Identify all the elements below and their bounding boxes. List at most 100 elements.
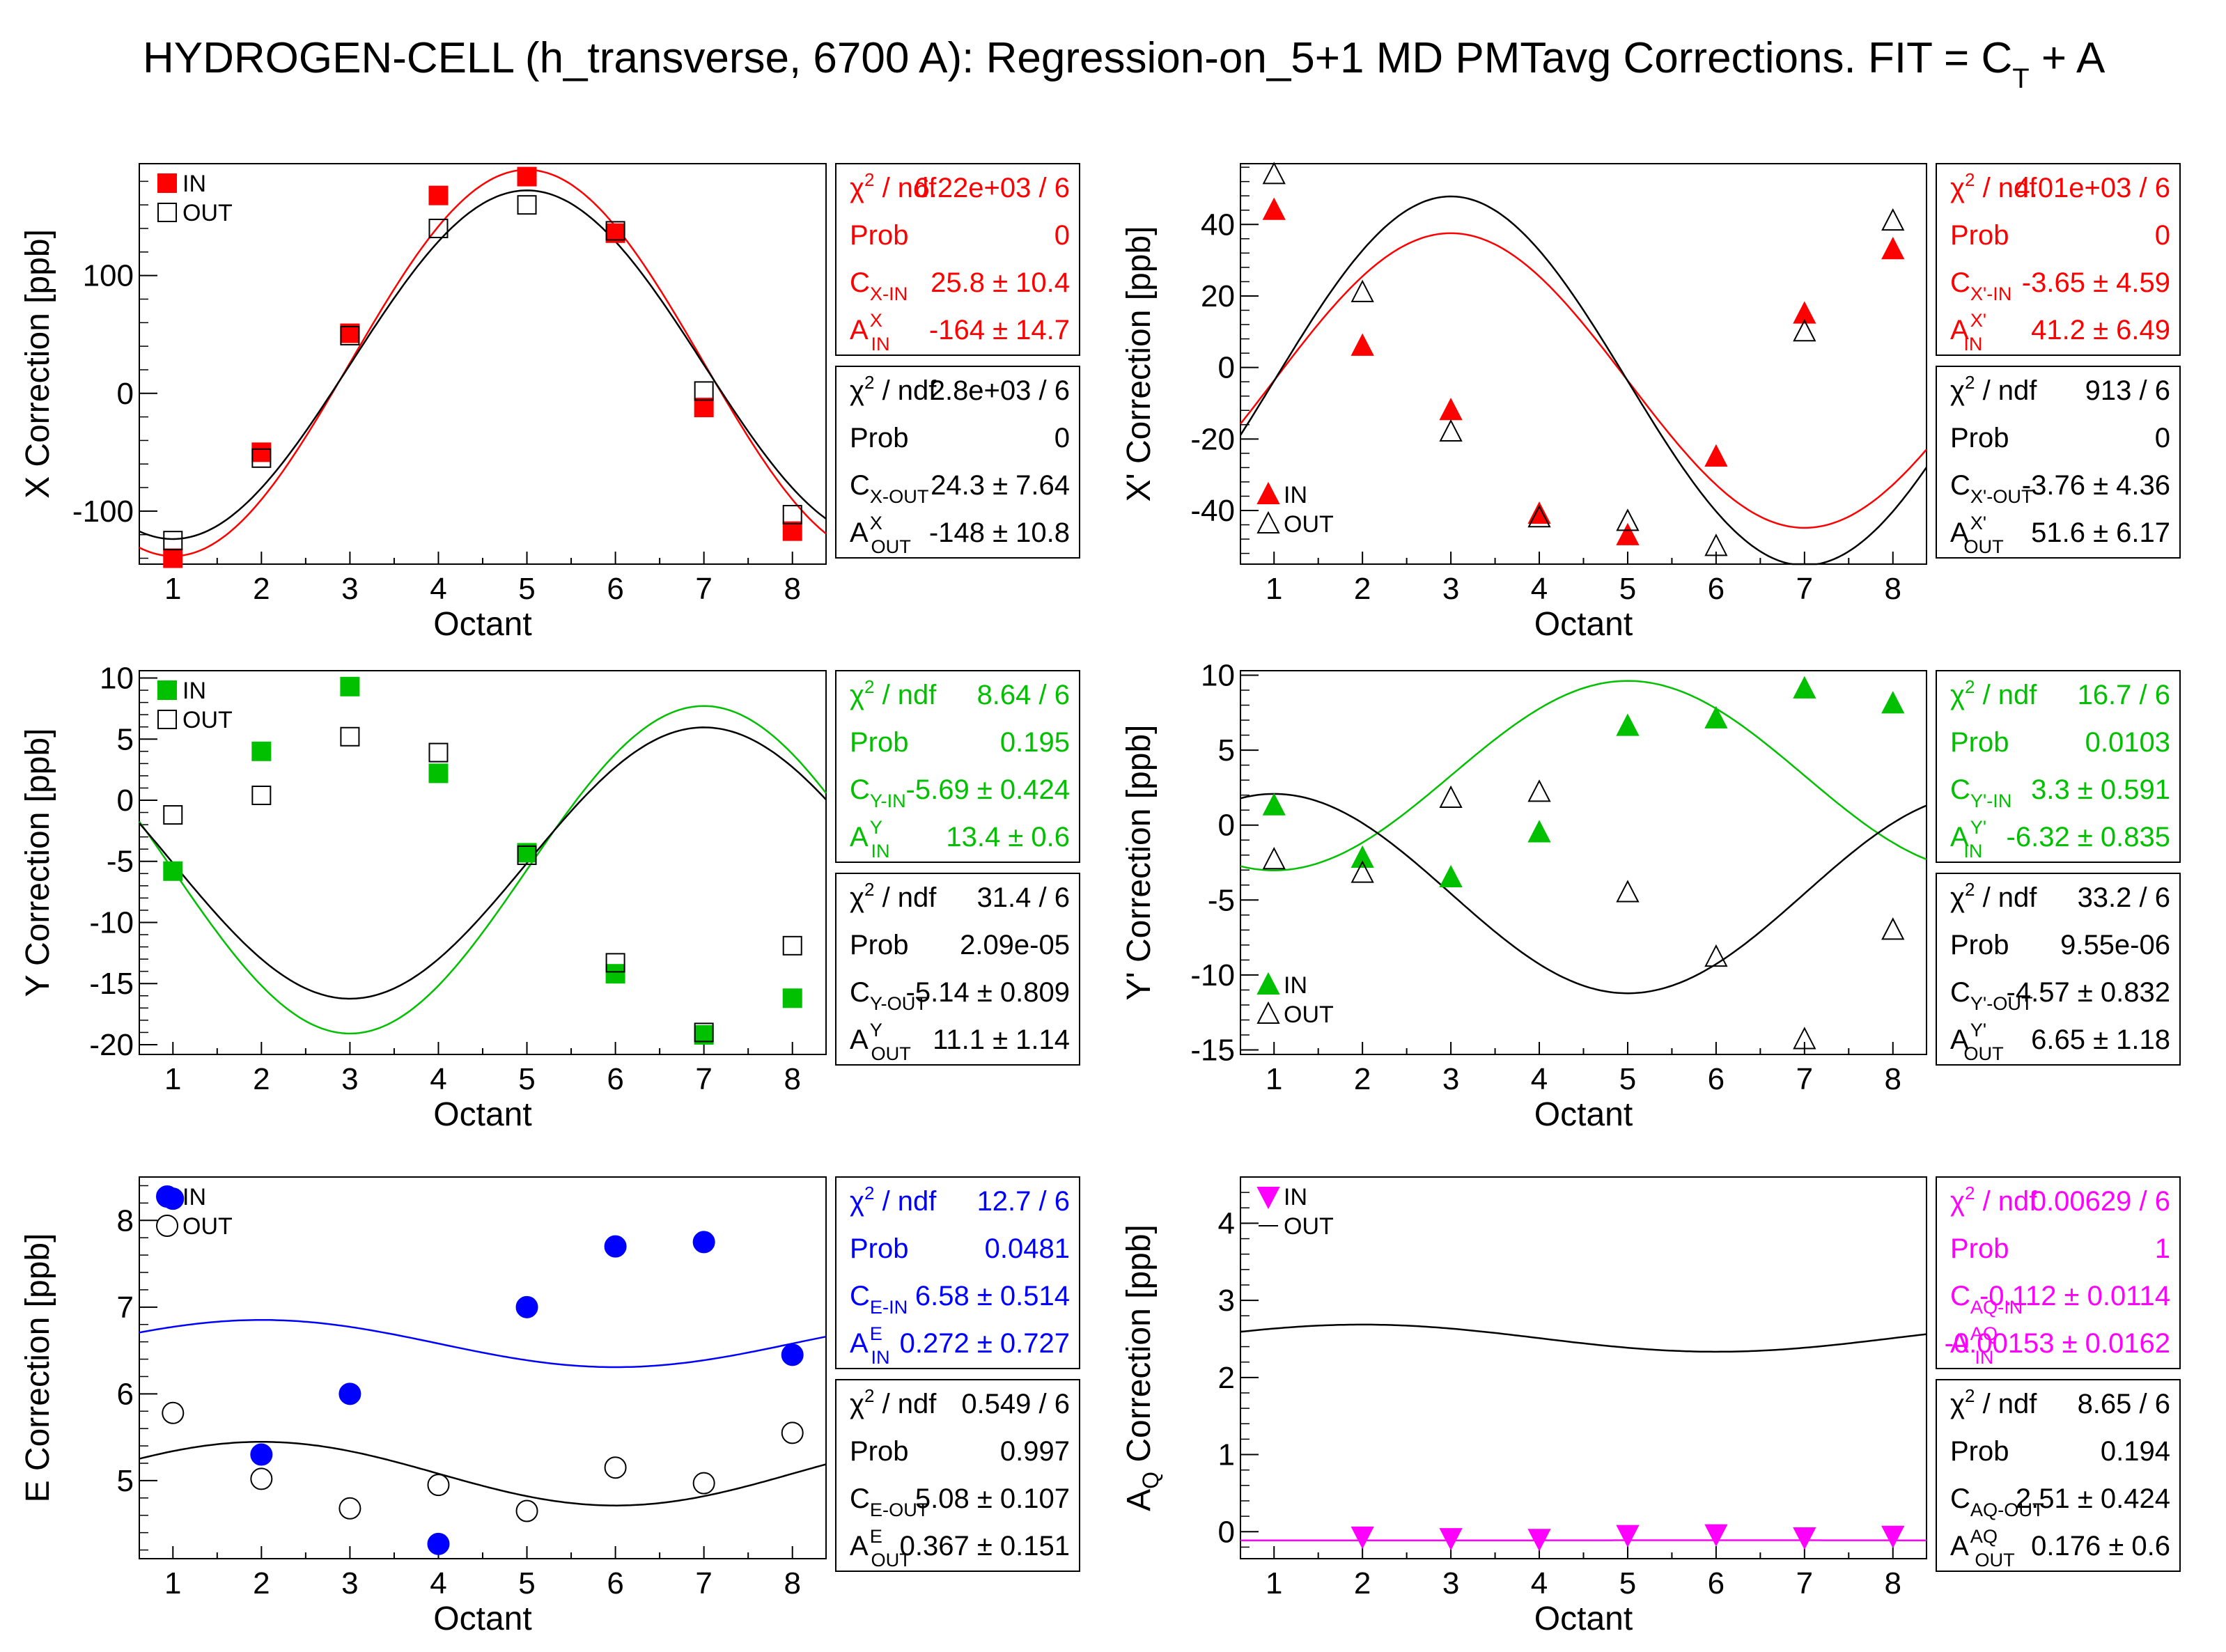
data-point-out <box>782 935 802 956</box>
title-tail: + A <box>2029 34 2106 82</box>
stats-value: 0.176 ± 0.6 <box>2031 1531 2170 1561</box>
fit-curve-out <box>1240 1323 1927 1353</box>
data-point-in <box>1881 691 1905 714</box>
stats-label: AX IN <box>850 309 890 354</box>
x-tick-label: 4 <box>1531 1062 1548 1096</box>
legend-label: OUT <box>1284 1213 1334 1240</box>
stats-label: CAQ-OUT <box>1950 1483 2044 1520</box>
stats-label: χ2 / ndf <box>1950 1183 2037 1217</box>
x-tick-label: 2 <box>1354 572 1371 606</box>
y-tick-label: 7 <box>117 1291 134 1325</box>
data-point-out <box>1527 505 1551 528</box>
x-tick-label: 8 <box>1885 1062 1901 1096</box>
stats-value: 1 <box>2155 1233 2170 1264</box>
data-point-out <box>340 726 360 747</box>
stats-label: CX'-OUT <box>1950 470 2033 507</box>
stats-box-frame <box>1936 366 2181 559</box>
x-tick-label: 2 <box>253 1566 270 1600</box>
panel-Yp: 1 2 3 4 5 6 7 8 -15 -10 -5 0 5 10 Octant Y' Correction … <box>1121 658 2181 1133</box>
stats-box: χ2 / ndf 33.2 / 6 Prob 9.55e-06 CY'-OUT-4.57… <box>1936 873 2181 1066</box>
stats-box: χ2 / ndf 31.4 / 6 Prob 2.09e-05 CY-OUT-5.14 … <box>835 873 1080 1066</box>
stats-value: -148 ± 10.8 <box>929 517 1070 548</box>
title-main: HYDROGEN-CELL (h_transverse, 6700 A): Re… <box>143 34 2013 82</box>
legend-marker <box>1256 1187 1280 1210</box>
y-tick-label: 5 <box>1218 733 1235 767</box>
stats-value: 2.8e+03 / 6 <box>930 375 1070 406</box>
y-tick-label: -20 <box>89 1028 134 1062</box>
stats-label: CY'-OUT <box>1950 977 2033 1014</box>
y-tick-label: 4 <box>1218 1206 1235 1240</box>
data-point-out <box>1704 944 1728 967</box>
data-point-in <box>1527 1529 1551 1552</box>
stats-label: χ2 / ndf <box>850 169 937 203</box>
stats-value: 51.6 ± 6.17 <box>2031 517 2170 548</box>
legend-label: OUT <box>182 1213 233 1240</box>
x-tick-label: 7 <box>695 1566 712 1600</box>
data-point-out <box>781 1421 804 1444</box>
data-point-in <box>517 166 537 187</box>
data-point-in <box>428 185 449 205</box>
data-point-out <box>1793 319 1816 342</box>
data-point-out <box>605 953 625 973</box>
panel-X: 1 2 3 4 5 6 7 8 -100 0 100 Octant X Correction [ppb]… <box>20 163 1080 643</box>
plot-frame <box>1240 1176 1927 1559</box>
stats-label: χ2 / ndf <box>1950 1385 2037 1419</box>
legend-marker <box>1256 1001 1280 1024</box>
stats-label: CE-IN <box>850 1281 908 1318</box>
x-tick-label: 3 <box>341 572 358 606</box>
data-point-out <box>517 845 537 865</box>
stats-label: CX-OUT <box>850 470 928 507</box>
legend-marker <box>1256 511 1280 533</box>
stats-label: Prob <box>1950 423 2009 453</box>
data-point-in <box>605 964 625 984</box>
y-axis-label: Y Correction [ppb] <box>20 728 56 997</box>
x-axis-label: Octant <box>433 1096 531 1133</box>
data-point-in <box>1616 1525 1640 1548</box>
stats-label: Prob <box>1950 930 2009 960</box>
x-tick-label: 8 <box>1885 1566 1901 1600</box>
stats-value: 0.997 <box>1000 1436 1070 1467</box>
x-tick-label: 3 <box>1442 1566 1459 1600</box>
stats-label: CE-OUT <box>850 1483 928 1520</box>
stats-value: -6.32 ± 0.835 <box>2007 822 2170 852</box>
y-tick-label: 40 <box>1201 208 1235 242</box>
x-tick-label: 8 <box>1885 572 1901 606</box>
stats-value: 0.367 ± 0.151 <box>900 1531 1070 1561</box>
fit-curve-in <box>1240 680 1927 871</box>
data-point-in <box>1793 676 1816 699</box>
stats-value: 25.8 ± 10.4 <box>931 267 1070 298</box>
y-tick-label: -15 <box>1190 1034 1235 1068</box>
legend-label: OUT <box>182 707 233 733</box>
x-axis-label: Octant <box>1534 606 1633 643</box>
data-point-out <box>517 195 537 215</box>
data-point-out <box>1439 785 1463 808</box>
x-tick-label: 6 <box>1708 1566 1725 1600</box>
stats-label: χ2 / ndf <box>850 1183 937 1217</box>
data-point-out <box>1704 533 1728 556</box>
y-axis-label: E Correction [ppb] <box>20 1233 56 1503</box>
x-tick-label: 2 <box>253 572 270 606</box>
stats-label: Prob <box>850 1233 909 1264</box>
data-point-out <box>1881 208 1905 231</box>
stats-value: 0 <box>2155 220 2170 251</box>
stats-label: AY' OUT <box>1950 1019 2004 1064</box>
data-point-in <box>1881 1525 1905 1548</box>
fit-curve-out <box>139 726 827 1000</box>
x-axis-label: Octant <box>1534 1096 1633 1133</box>
data-point-in <box>1351 1526 1374 1550</box>
y-tick-label: 3 <box>1218 1284 1235 1318</box>
page-title: HYDROGEN-CELL (h_transverse, 6700 A): Re… <box>143 33 2106 94</box>
x-tick-label: 1 <box>1266 1566 1282 1600</box>
y-tick-label: 0 <box>117 784 134 818</box>
data-point-in <box>1616 522 1640 545</box>
stats-value: -0.112 ± 0.0114 <box>1979 1281 2170 1311</box>
plot-frame <box>1240 670 1927 1055</box>
stats-label: Prob <box>1950 220 2009 251</box>
legend-marker <box>157 710 177 729</box>
stats-box: χ2 / ndf 913 / 6 Prob 0 CX'-OUT-3.76 ± 4.36 A… <box>1936 366 2181 559</box>
stats-value: 41.2 ± 6.49 <box>2031 315 2170 345</box>
x-tick-label: 7 <box>695 1062 712 1096</box>
stats-label: CX-IN <box>850 267 908 304</box>
